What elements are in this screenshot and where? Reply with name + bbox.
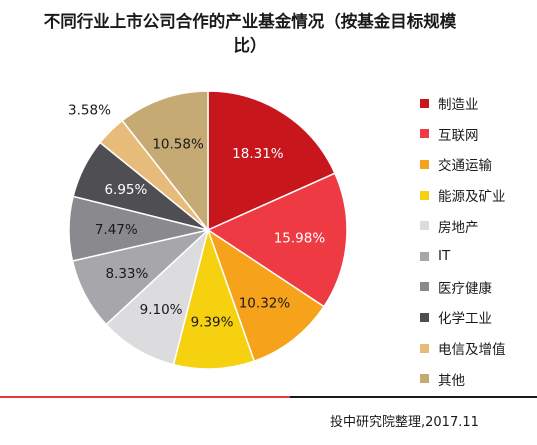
legend-label: 电信及增值 — [438, 342, 506, 359]
footer-divider-red — [0, 396, 290, 398]
pie-slice-4 — [172, 227, 256, 370]
pie-slice-label-2: 15.98% — [274, 230, 326, 246]
pie-slice-label-9: 3.58% — [68, 103, 111, 119]
legend-item-5: 房地产 — [420, 210, 506, 241]
legend-label: 化学工业 — [438, 311, 492, 328]
legend-swatch — [420, 312, 429, 322]
pie-slice-label-6: 8.33% — [105, 266, 148, 282]
legend-item-4: 能源及矿业 — [420, 180, 506, 211]
legend-item-2: 互联网 — [420, 119, 506, 150]
pie-slice-10 — [121, 90, 209, 233]
legend-swatch — [420, 374, 429, 384]
legend-label: IT — [438, 248, 451, 265]
pie-slice-label-1: 18.31% — [232, 146, 284, 162]
pie-slice-2 — [206, 172, 348, 308]
legend-swatch — [420, 129, 429, 139]
legend-item-9: 电信及增值 — [420, 333, 506, 364]
legend-item-6: IT — [420, 241, 506, 272]
legend-item-1: 制造业 — [420, 88, 506, 119]
legend-swatch — [420, 343, 429, 353]
chart-title: 不同行业上市公司合作的产业基金情况（按基金目标规模 比） — [0, 10, 500, 58]
legend-label: 房地产 — [438, 219, 479, 236]
legend-item-3: 交通运输 — [420, 149, 506, 180]
legend-item-7: 医疗健康 — [420, 272, 506, 303]
pie-slice-label-5: 9.10% — [140, 302, 183, 318]
legend-swatch — [420, 282, 429, 292]
source-note: 投中研究院整理,2017.11 — [330, 415, 479, 430]
legend-label: 医疗健康 — [438, 280, 492, 297]
pie-slice-3 — [206, 228, 326, 363]
chart-legend: 制造业互联网交通运输能源及矿业房地产 IT 医疗健康化学工业电信及增值其他 — [420, 88, 506, 394]
footer-divider-black — [290, 396, 537, 398]
pie-slice-5 — [105, 227, 210, 366]
legend-label: 能源及矿业 — [438, 189, 506, 206]
legend-item-10: 其他 — [420, 363, 506, 394]
pie-slice-label-7: 7.47% — [95, 222, 138, 238]
legend-swatch — [420, 190, 429, 200]
legend-item-8: 化学工业 — [420, 302, 506, 333]
chart-title-line-1: 不同行业上市公司合作的产业基金情况（按基金目标规模 — [43, 12, 457, 31]
legend-label: 制造业 — [438, 97, 479, 114]
legend-label: 其他 — [438, 372, 465, 389]
pie-slice-label-3: 10.32% — [239, 295, 291, 311]
chart-title-line-2: 比） — [233, 36, 267, 55]
legend-swatch — [420, 251, 429, 261]
pie-slice-label-4: 9.39% — [191, 315, 234, 331]
legend-label: 互联网 — [438, 127, 479, 144]
pie-slice-label-10: 10.58% — [152, 136, 204, 152]
pie-slice-1 — [207, 90, 336, 232]
legend-swatch — [420, 221, 429, 231]
legend-swatch — [420, 98, 429, 108]
legend-label: 交通运输 — [438, 158, 492, 175]
pie-slice-label-8: 6.95% — [104, 182, 147, 198]
legend-swatch — [420, 159, 429, 169]
